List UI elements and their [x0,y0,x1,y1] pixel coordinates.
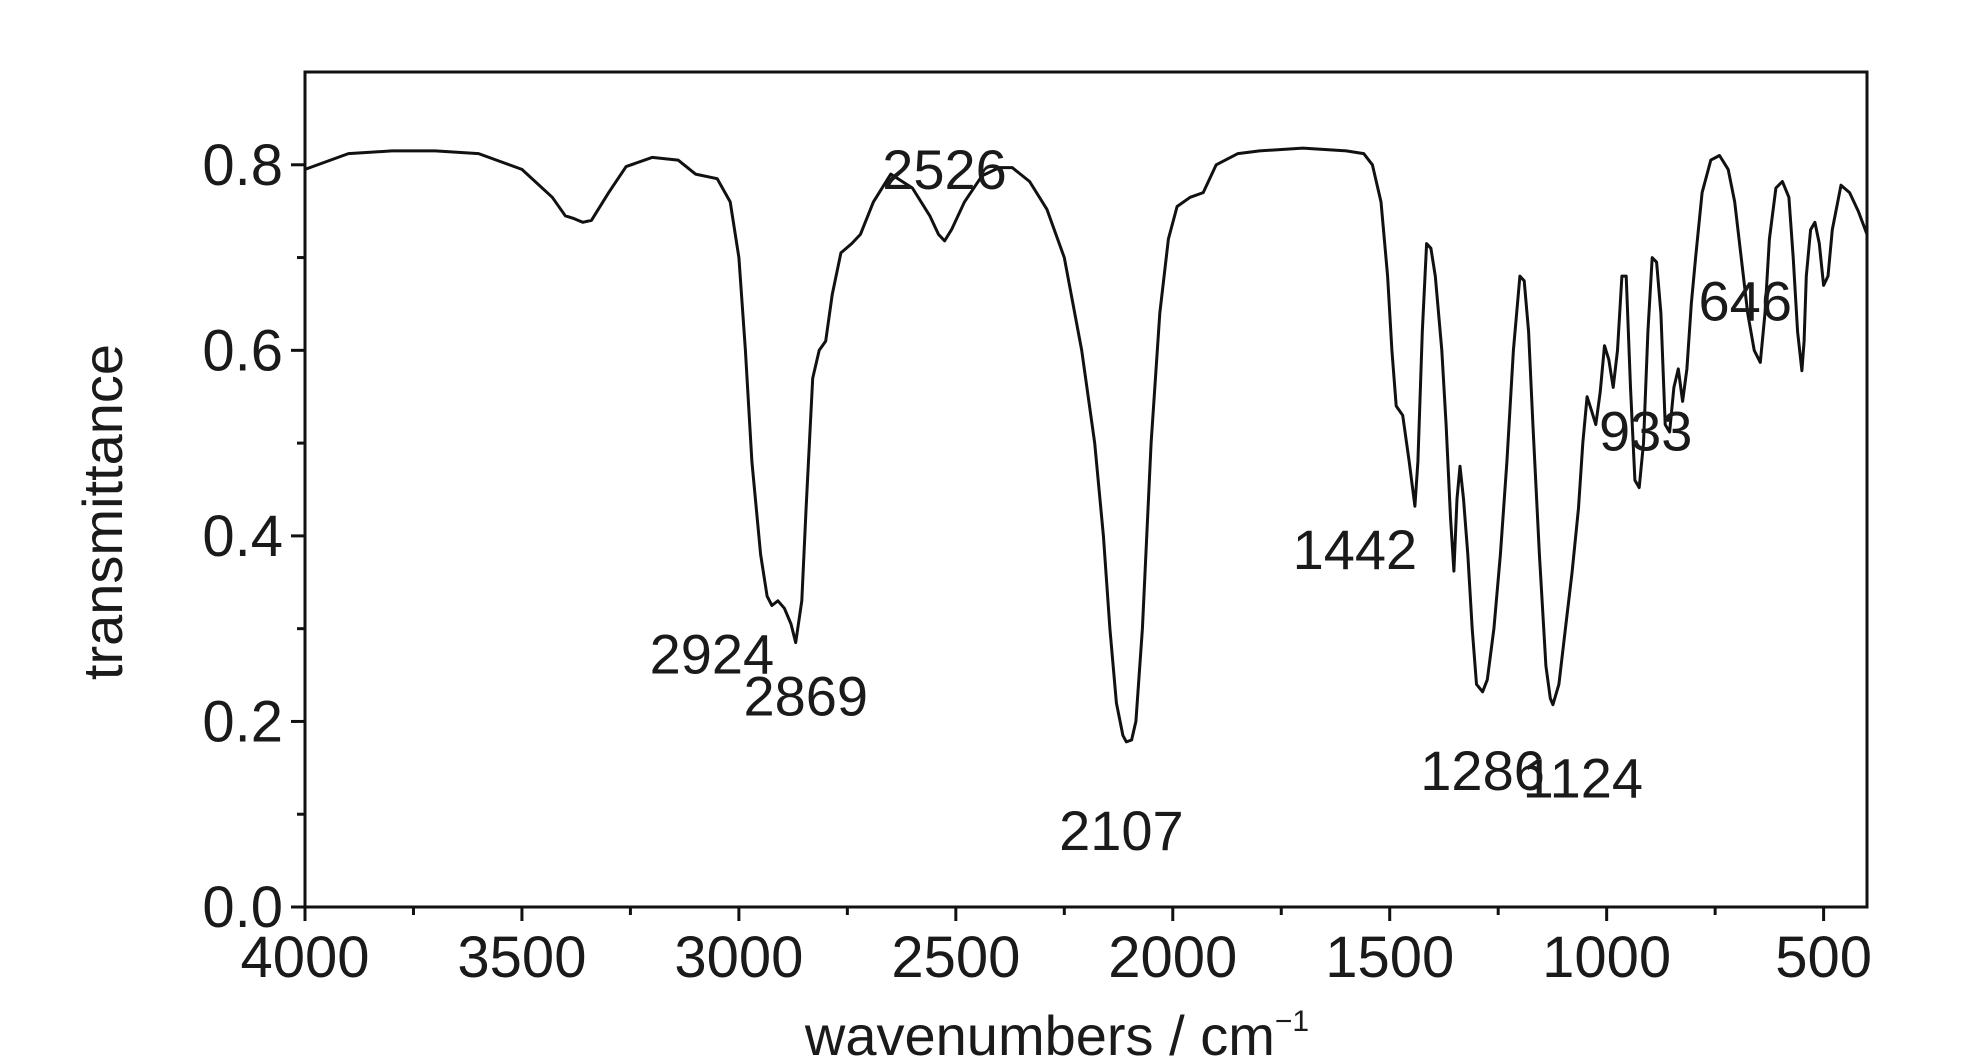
peak-label: 2869 [743,665,868,728]
x-tick-label: 2000 [1108,925,1237,990]
plot-frame [303,70,1869,909]
y-axis-title: transmittance [71,344,134,680]
x-axis-title-main: wavenumbers / cm [804,1004,1275,1063]
plot-axes [303,70,1869,909]
peak-label: 2924 [650,622,775,685]
y-tick-label: 0.0 [202,875,283,940]
x-tick-label: 1000 [1542,925,1671,990]
x-axis-title-superscript: −1 [1275,1005,1309,1038]
y-tick-label: 0.4 [202,504,283,569]
x-tick-label: 3000 [674,925,803,990]
peak-label: 1442 [1293,518,1418,581]
spectrum-line [304,146,1869,744]
peak-label: 2107 [1059,799,1184,862]
y-tick-label: 0.8 [202,133,283,198]
y-tick-label: 0.6 [202,318,283,383]
peak-label: 646 [1699,269,1792,332]
x-tick-label: 500 [1775,925,1872,990]
series-layer [304,146,1869,744]
peak-label: 1124 [1523,747,1643,810]
peak-label: 1286 [1420,739,1545,802]
x-tick-label: 3500 [457,925,586,990]
peak-label: 2526 [882,138,1007,201]
peak-label: 933 [1599,400,1692,463]
x-axis-title: wavenumbers / cm−1 [804,1004,1309,1063]
x-tick-label: 1500 [1325,925,1454,990]
x-tick-label: 4000 [240,925,369,990]
x-tick-label: 2500 [891,925,1020,990]
axis-ticks: 4000 3500 3000 2500 2000 1500 1000 500 0.0 0.2 0.4… [202,133,1872,990]
y-tick-label: 0.2 [202,689,283,754]
